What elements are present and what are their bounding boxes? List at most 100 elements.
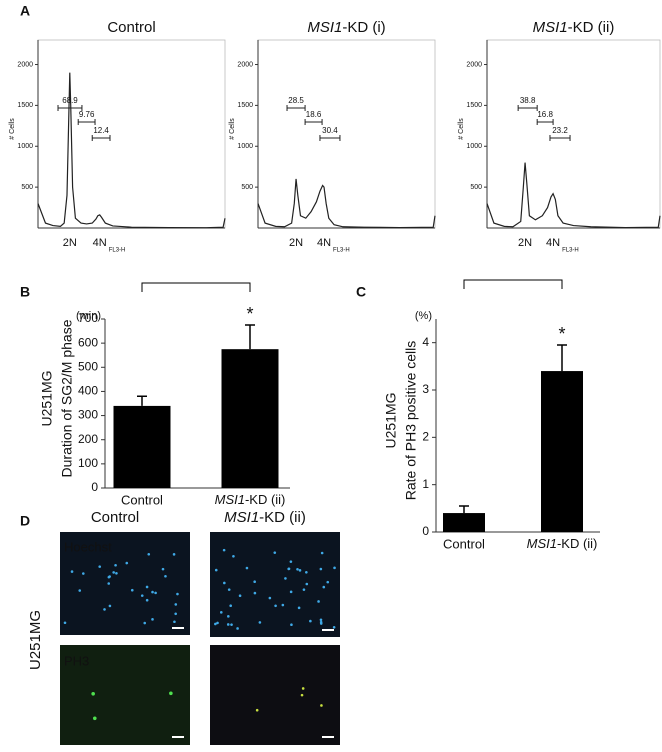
y-tick-label: 1500 (466, 102, 482, 109)
cell-dot (326, 580, 330, 584)
x-annotation: 4N (93, 237, 107, 249)
y-unit: (min) (76, 310, 101, 322)
cell-dot (63, 621, 67, 625)
y-axis-label: # Cells (229, 118, 236, 140)
y-tick-label: 0 (91, 480, 98, 494)
cell-dot (174, 603, 178, 606)
cell-dot (253, 591, 257, 595)
cell-dot (164, 574, 167, 578)
gate-label: 30.4 (322, 126, 338, 135)
gate-label: 18.6 (306, 110, 322, 119)
stain-label: Hoechst (64, 539, 112, 554)
x-tick-label-rest: -KD (ii) (557, 536, 597, 551)
column-title: MSI1-KD (ii) (224, 509, 306, 526)
cell-dot (145, 598, 149, 602)
x-tick-label: MSI1-KD (ii) (527, 536, 598, 551)
y-tick-label: 500 (241, 184, 253, 191)
y-axis-label: # Cells (458, 118, 465, 140)
plot-title-italic: MSI1 (307, 19, 342, 36)
y-axis-label: U251MG (39, 370, 55, 426)
y-axis-label: Rate of PH3 positive cells (403, 341, 419, 501)
micrograph (60, 532, 190, 635)
cell-dot (305, 571, 308, 574)
cell-dots (63, 548, 336, 721)
row-label: U251MG (27, 610, 44, 670)
axes-frame (486, 39, 661, 229)
y-tick-label: 1 (422, 477, 429, 491)
gate-bracket (517, 105, 538, 111)
cell-dot (140, 594, 144, 597)
x-annotation: 2N (63, 237, 77, 249)
bar (443, 513, 485, 532)
cell-dot (274, 604, 277, 608)
cell-dot (226, 623, 230, 626)
micrograph (210, 532, 340, 637)
significance-mark: * (246, 304, 253, 324)
gate-label: 68.9 (62, 96, 78, 105)
cell-dot (91, 691, 95, 696)
gate-bracket (549, 135, 571, 141)
cell-dot (229, 604, 232, 608)
cell-dot (319, 622, 323, 625)
x-tick-label-italic: MSI1 (527, 536, 557, 551)
cell-dot (70, 570, 74, 573)
panel-label: B (20, 284, 30, 300)
cell-dot (289, 560, 293, 563)
cell-dot (172, 553, 176, 556)
cell-dot (98, 565, 102, 568)
cell-dot (114, 563, 117, 567)
cell-dot (151, 590, 154, 594)
cell-dot (281, 603, 285, 607)
cell-dot (253, 580, 256, 584)
stain-label: PH3 (64, 653, 89, 668)
gate-label: 9.76 (79, 110, 95, 119)
x-axis-label: FL3-H (109, 248, 126, 254)
x-tick-label: Control (443, 536, 485, 551)
histogram-line (257, 178, 436, 229)
y-tick-label: 200 (78, 432, 98, 446)
error-bar (137, 395, 147, 406)
cell-dot (268, 596, 272, 600)
y-unit: (%) (415, 310, 432, 322)
y-tick-label: 500 (78, 359, 98, 373)
y-tick-label: 300 (78, 408, 98, 422)
cell-dot (255, 708, 259, 712)
cell-dot (173, 620, 176, 624)
cell-dot (147, 552, 151, 556)
y-tick-label: 600 (78, 335, 98, 349)
x-annotation: 2N (289, 237, 303, 249)
cell-dot (125, 561, 129, 565)
bar (221, 349, 279, 488)
cell-dot (214, 568, 218, 572)
cell-dot (300, 693, 304, 697)
y-tick-label: 1000 (237, 143, 253, 150)
plot-title: MSI1-KD (ii) (533, 19, 615, 36)
cell-dot (333, 566, 336, 570)
cell-dot (302, 588, 306, 591)
gate-bracket (536, 119, 554, 125)
cell-dot (332, 625, 336, 629)
x-annotation: 4N (546, 237, 560, 249)
x-tick-label: MSI1-KD (ii) (215, 492, 286, 507)
cell-dot (161, 567, 165, 571)
y-tick-label: 700 (78, 311, 98, 325)
cell-dot (320, 551, 324, 555)
cell-dot (245, 566, 249, 570)
column-title-rest: -KD (ii) (259, 509, 306, 526)
cell-dot (290, 623, 293, 626)
column-title-italic: MSI1 (224, 509, 259, 526)
cell-dot (230, 623, 233, 626)
cell-dot (176, 592, 179, 596)
cell-dot (115, 571, 118, 575)
gate-label: 28.5 (288, 96, 304, 105)
x-tick-label: Control (121, 492, 163, 507)
cell-dot (216, 621, 219, 625)
cell-dot (305, 582, 309, 586)
panel-label: A (20, 3, 30, 19)
cell-dot (309, 619, 312, 623)
x-tick-label-italic: MSI1 (215, 492, 245, 507)
y-tick-label: 2 (422, 430, 429, 444)
column-title: Control (91, 509, 139, 526)
cell-dot (222, 548, 226, 552)
cell-dot (273, 551, 277, 554)
